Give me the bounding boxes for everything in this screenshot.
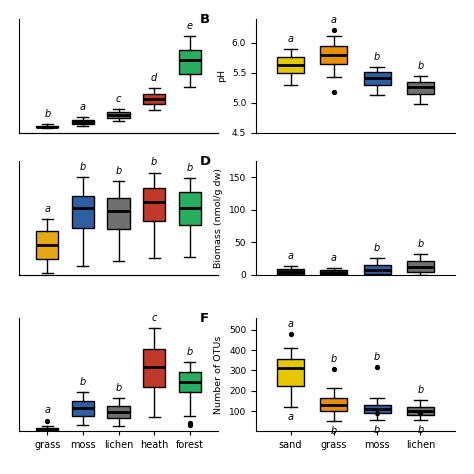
Text: B: B [200, 13, 210, 26]
Text: a: a [288, 251, 293, 261]
Text: a: a [331, 15, 337, 25]
PathPatch shape [277, 359, 304, 386]
PathPatch shape [143, 189, 165, 221]
PathPatch shape [364, 72, 391, 85]
PathPatch shape [108, 406, 129, 419]
PathPatch shape [143, 94, 165, 103]
Y-axis label: Biomass (nmol/g dw): Biomass (nmol/g dw) [214, 168, 223, 268]
PathPatch shape [179, 192, 201, 225]
Text: b: b [417, 425, 424, 435]
PathPatch shape [277, 57, 304, 73]
Text: b: b [374, 425, 380, 435]
Text: b: b [417, 239, 424, 249]
PathPatch shape [320, 399, 347, 411]
Text: b: b [186, 347, 193, 357]
Text: a: a [45, 204, 50, 214]
Text: b: b [80, 377, 86, 387]
Text: b: b [374, 352, 380, 362]
Text: b: b [374, 52, 380, 62]
PathPatch shape [407, 407, 434, 415]
PathPatch shape [179, 372, 201, 392]
Text: b: b [331, 354, 337, 364]
PathPatch shape [179, 50, 201, 74]
Text: F: F [200, 312, 210, 325]
PathPatch shape [36, 230, 58, 259]
Text: c: c [151, 313, 157, 323]
PathPatch shape [72, 401, 94, 416]
PathPatch shape [364, 265, 391, 273]
Text: a: a [331, 253, 337, 263]
PathPatch shape [72, 196, 94, 228]
Text: e: e [187, 21, 192, 31]
PathPatch shape [108, 112, 129, 118]
Text: b: b [331, 426, 337, 436]
Text: D: D [200, 155, 211, 168]
Text: b: b [80, 162, 86, 172]
Text: c: c [116, 94, 121, 104]
Text: a: a [80, 101, 86, 111]
Text: a: a [288, 319, 293, 328]
Text: b: b [115, 383, 122, 393]
PathPatch shape [108, 198, 129, 229]
PathPatch shape [320, 270, 347, 274]
PathPatch shape [320, 46, 347, 64]
Text: b: b [417, 385, 424, 395]
PathPatch shape [277, 269, 304, 274]
Text: b: b [186, 163, 193, 173]
Text: b: b [417, 61, 424, 71]
Text: a: a [288, 34, 293, 44]
Text: a: a [45, 405, 50, 415]
Text: b: b [115, 166, 122, 176]
Y-axis label: pH: pH [217, 69, 226, 82]
PathPatch shape [407, 82, 434, 94]
Text: b: b [44, 109, 51, 119]
Text: b: b [151, 157, 157, 167]
Text: b: b [374, 243, 380, 253]
PathPatch shape [364, 405, 391, 413]
Text: d: d [151, 73, 157, 83]
PathPatch shape [143, 349, 165, 387]
Y-axis label: Number of OTUs: Number of OTUs [214, 335, 223, 414]
PathPatch shape [36, 428, 58, 431]
PathPatch shape [72, 120, 94, 124]
PathPatch shape [407, 261, 434, 273]
PathPatch shape [36, 126, 58, 127]
Text: a: a [288, 412, 293, 422]
